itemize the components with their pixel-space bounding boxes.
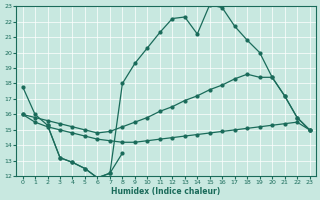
X-axis label: Humidex (Indice chaleur): Humidex (Indice chaleur) — [111, 187, 221, 196]
